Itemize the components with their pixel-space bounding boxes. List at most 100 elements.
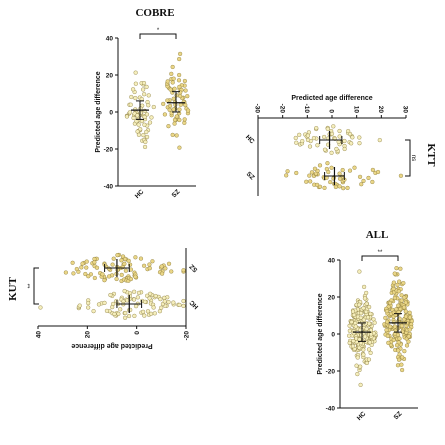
panel-cobre-body: COBRE Predicted age difference -40 -20 0 20 40… [95,7,196,200]
data-point [305,133,311,138]
data-point [153,293,158,299]
y-tick-label: -40 [104,183,114,190]
data-point [86,274,91,279]
significance-label: ns [410,155,416,161]
data-point [361,306,366,311]
y-tick-label: -20 [183,331,190,341]
data-point [146,103,151,108]
data-point [384,309,390,314]
y-tick-label: 30 [402,106,409,114]
y-axis-label: Predicted age difference [291,95,372,102]
x-tick-label: HC [134,188,146,200]
data-point [293,135,298,141]
data-point [114,299,119,304]
data-point [178,93,183,99]
data-point [136,290,142,295]
data-point [133,274,138,279]
data-point [397,336,402,341]
data-point [314,126,319,131]
significance-label: ** [28,283,34,288]
data-point [367,340,372,345]
data-point [391,286,396,292]
data-point [84,265,89,270]
data-point [168,103,173,108]
data-point [142,122,147,127]
data-point [141,309,146,314]
x-tick-label: HC [244,134,256,146]
data-point [84,259,89,264]
data-point [312,166,318,171]
panel-cobre: COBRE Predicted age difference -40 -20 0 20 40… [95,7,196,200]
data-point [364,360,369,366]
data-point [322,185,327,190]
data-point [402,295,407,300]
data-point [384,328,389,333]
data-point [133,107,138,112]
y-tick-label: -40 [326,405,336,412]
data-point [387,300,393,306]
data-point [119,258,124,263]
data-point [359,333,364,338]
data-point [337,128,342,134]
data-point [404,343,410,348]
data-point [125,298,130,303]
y-tick-label: 0 [331,331,335,338]
data-point [142,144,148,150]
data-point [341,186,346,191]
data-point [92,275,97,281]
data-point [138,110,143,115]
data-point [120,265,125,270]
data-point [159,264,164,269]
data-point [71,271,76,276]
data-point [358,382,363,387]
data-point [406,334,411,339]
data-point [127,110,132,115]
chart-title: KUT [7,276,19,301]
data-point [351,312,357,317]
data-point [322,134,327,140]
data-point [115,253,120,258]
data-point [347,131,353,137]
data-point [324,166,329,172]
data-point [388,324,393,329]
data-point [132,289,137,294]
data-point [357,135,362,140]
data-point [358,315,363,320]
data-point [171,107,176,112]
data-point [147,120,153,125]
data-point [94,265,100,270]
data-point [403,300,408,305]
data-point [150,259,155,264]
data-point [391,320,396,325]
data-point [357,269,362,274]
data-point [157,309,162,314]
data-point [395,282,400,287]
data-point [166,124,171,129]
data-point [144,129,149,135]
y-tick-label: 40 [106,35,114,42]
data-point [333,184,338,190]
data-point [183,88,188,93]
data-point [177,117,182,123]
data-point [377,138,382,143]
x-tick-label: SZ [245,171,256,182]
data-point [337,184,342,189]
data-point [383,315,388,320]
data-point [142,108,147,113]
data-point [152,311,157,316]
data-point [122,261,127,266]
data-point [135,113,140,118]
data-point [325,161,330,166]
data-point [181,298,186,304]
data-point [329,165,334,170]
data-point [358,174,363,179]
data-point [357,337,362,342]
data-point [133,96,138,101]
data-point [362,296,368,301]
data-point [395,363,401,368]
data-point [129,94,134,100]
data-point [340,167,345,173]
data-point [297,132,302,137]
data-point [396,348,401,353]
data-point [364,326,369,331]
